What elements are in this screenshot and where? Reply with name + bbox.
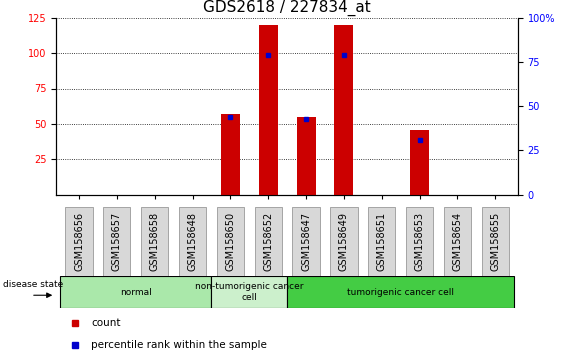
- FancyBboxPatch shape: [444, 207, 471, 276]
- FancyBboxPatch shape: [141, 207, 168, 276]
- Text: GSM158654: GSM158654: [453, 212, 462, 271]
- Bar: [221, 114, 240, 195]
- FancyBboxPatch shape: [65, 207, 93, 276]
- FancyBboxPatch shape: [179, 207, 206, 276]
- Bar: [297, 117, 315, 195]
- Text: tumorigenic cancer cell: tumorigenic cancer cell: [347, 287, 454, 297]
- FancyBboxPatch shape: [254, 207, 282, 276]
- Text: GSM158649: GSM158649: [339, 212, 349, 271]
- Text: percentile rank within the sample: percentile rank within the sample: [91, 339, 267, 350]
- Text: normal: normal: [120, 287, 151, 297]
- Text: count: count: [91, 318, 120, 329]
- Text: GSM158658: GSM158658: [150, 212, 160, 271]
- Text: GSM158650: GSM158650: [225, 212, 235, 271]
- Text: GSM158651: GSM158651: [377, 212, 387, 271]
- Text: GSM158652: GSM158652: [263, 212, 273, 271]
- Text: non-tumorigenic cancer
cell: non-tumorigenic cancer cell: [195, 282, 303, 302]
- FancyBboxPatch shape: [406, 207, 433, 276]
- FancyBboxPatch shape: [217, 207, 244, 276]
- Bar: [334, 25, 354, 195]
- Bar: [259, 25, 278, 195]
- FancyBboxPatch shape: [330, 207, 358, 276]
- Text: GSM158647: GSM158647: [301, 212, 311, 271]
- FancyBboxPatch shape: [60, 276, 212, 308]
- Text: GSM158655: GSM158655: [490, 212, 501, 271]
- FancyBboxPatch shape: [103, 207, 131, 276]
- Title: GDS2618 / 227834_at: GDS2618 / 227834_at: [203, 0, 371, 16]
- FancyBboxPatch shape: [212, 276, 287, 308]
- FancyBboxPatch shape: [287, 276, 514, 308]
- FancyBboxPatch shape: [368, 207, 395, 276]
- FancyBboxPatch shape: [292, 207, 320, 276]
- Text: GSM158648: GSM158648: [187, 212, 198, 271]
- FancyBboxPatch shape: [481, 207, 509, 276]
- Text: GSM158657: GSM158657: [112, 212, 122, 271]
- Text: GSM158653: GSM158653: [414, 212, 425, 271]
- Text: GSM158656: GSM158656: [74, 212, 84, 271]
- Bar: [410, 130, 429, 195]
- Text: disease state: disease state: [3, 280, 63, 289]
